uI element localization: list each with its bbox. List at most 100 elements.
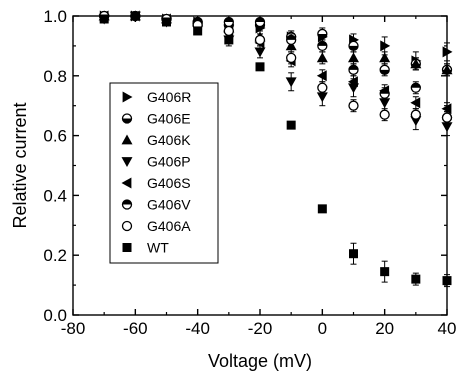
legend-item-wt: WT [122,240,169,256]
marker-shape [255,62,265,72]
x-tick-label: 0 [318,319,327,338]
legend-label: G406V [147,197,191,213]
marker-fill [122,200,132,205]
marker-shape [130,11,140,21]
legend-marker [121,134,133,145]
data-point [348,76,358,88]
marker-shape [441,122,453,133]
marker-shape [380,40,391,52]
data-point [254,16,266,28]
marker-shape [317,82,328,93]
x-tick-label: -60 [123,319,148,338]
data-point [162,17,171,27]
data-point [316,92,328,103]
series-g406k [98,10,453,77]
marker-shape [410,109,421,120]
marker-fill [317,41,327,46]
data-point [130,11,140,21]
data-point [410,97,421,109]
series-g406e [99,10,453,77]
marker-shape [286,52,297,64]
marker-fill [380,89,390,94]
x-tick-label: -20 [248,319,273,338]
data-point [441,112,453,123]
legend-item-g406v: G406V [121,197,191,213]
data-point [224,35,234,45]
data-point [411,274,421,284]
marker-shape [316,52,328,63]
y-tick-label: 0.4 [43,186,67,205]
data-point [254,34,266,46]
marker-shape [441,112,453,123]
marker-fill [317,33,327,39]
marker-fill [349,45,358,51]
data-point [442,46,453,58]
series-wt [99,11,452,288]
marker-shape [121,177,132,189]
x-tick-label: 40 [438,319,457,338]
data-point [410,82,421,93]
marker-shape [379,109,390,120]
data-point [193,26,203,36]
data-point [286,120,296,130]
y-tick-label: 0.2 [43,246,67,265]
marker-shape [285,77,297,88]
marker-shape [410,97,421,109]
marker-shape [316,92,328,103]
ticks: -80 -60 -40 -20 0 20 40 0.0 0.2 0.4 0.6 0.8 1.0 [43,7,456,338]
data-point [286,52,297,64]
marker-shape [121,134,133,145]
data-point [285,77,297,88]
legend: G406R G406E G406K G406P G406S G406V G406A WT [109,82,219,264]
x-axis-label: Voltage (mV) [208,351,312,371]
legend-item-g406k: G406K [121,132,191,148]
marker-fill [122,118,132,123]
marker-shape [162,17,171,27]
marker-shape [122,243,132,252]
data-point [379,98,391,109]
legend-item-g406a: G406A [121,218,191,234]
legend-marker [122,91,133,103]
data-point [348,52,359,63]
data-point [316,70,327,82]
legend-label: G406R [147,89,191,105]
legend-label: G406A [147,218,191,234]
marker-fill [255,17,265,22]
marker-shape [317,204,327,214]
y-tick-label: 0.0 [43,306,67,325]
data-point [317,82,328,93]
data-point [316,52,328,63]
marker-shape [223,25,234,37]
y-axis-label: Relative current [10,102,30,228]
y-tick-label: 1.0 [43,7,67,26]
legend-item-g406r: G406R [122,89,191,105]
legend-item-g406p: G406P [121,154,191,170]
legend-marker [121,220,133,232]
data-point [410,58,422,69]
marker-shape [121,220,133,232]
marker-shape [441,64,453,75]
data-point [379,64,390,75]
legend-marker [121,177,132,189]
data-point [380,267,390,277]
data-point [379,109,390,120]
data-point [348,100,359,111]
data-point [255,62,265,72]
marker-shape [442,46,453,58]
data-point [348,64,359,75]
marker-shape [410,58,422,69]
marker-shape [411,274,421,284]
legend-label: G406S [147,175,191,191]
marker-fill [349,65,358,70]
legend-item-g406e: G406E [121,111,191,127]
marker-shape [122,91,133,103]
data-point [442,276,452,286]
legend-marker [121,113,133,124]
marker-shape [379,52,391,63]
marker-shape [349,249,358,259]
marker-shape [254,47,266,58]
y-tick-label: 0.6 [43,127,67,146]
data-point [99,14,109,24]
marker-shape [99,14,109,24]
marker-fill [411,83,421,88]
